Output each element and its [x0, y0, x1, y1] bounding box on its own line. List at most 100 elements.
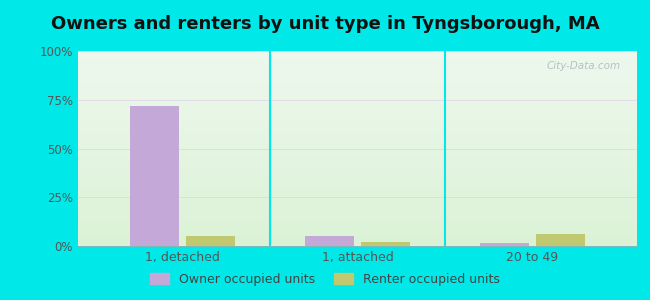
Bar — [78, 236, 637, 237]
Bar — [78, 169, 637, 170]
Bar — [78, 239, 637, 240]
Bar — [78, 126, 637, 127]
Bar — [78, 233, 637, 234]
Bar — [78, 131, 637, 132]
Bar — [78, 199, 637, 200]
Bar — [78, 204, 637, 205]
Bar — [78, 102, 637, 103]
Bar — [78, 134, 637, 135]
Bar — [78, 185, 637, 187]
Bar — [78, 128, 637, 129]
Bar — [78, 243, 637, 244]
Bar — [78, 62, 637, 63]
Bar — [78, 174, 637, 175]
Bar — [78, 109, 637, 110]
Bar — [78, 135, 637, 136]
Bar — [78, 54, 637, 55]
Bar — [78, 141, 637, 142]
Bar — [78, 183, 637, 184]
Bar — [78, 130, 637, 131]
Bar — [78, 153, 637, 154]
Bar — [78, 231, 637, 232]
Bar — [78, 116, 637, 117]
Bar — [78, 100, 637, 101]
Bar — [78, 187, 637, 188]
Bar — [78, 75, 637, 76]
Bar — [78, 88, 637, 89]
Bar — [78, 93, 637, 94]
Legend: Owner occupied units, Renter occupied units: Owner occupied units, Renter occupied un… — [146, 268, 504, 291]
Bar — [78, 176, 637, 177]
Bar — [78, 107, 637, 109]
Bar — [78, 144, 637, 145]
Bar — [78, 140, 637, 141]
Bar — [78, 132, 637, 133]
Bar — [78, 99, 637, 100]
Bar — [78, 72, 637, 74]
Bar — [78, 164, 637, 165]
Bar — [78, 170, 637, 171]
Bar — [78, 61, 637, 62]
Bar — [78, 195, 637, 196]
Bar — [78, 95, 637, 96]
Bar — [78, 211, 637, 212]
Bar — [78, 146, 637, 148]
Bar — [78, 196, 637, 197]
Bar — [78, 121, 637, 122]
Bar — [78, 155, 637, 156]
Bar — [78, 106, 637, 107]
Bar — [78, 137, 637, 138]
Bar — [78, 213, 637, 214]
Bar — [78, 161, 637, 162]
Bar — [78, 120, 637, 121]
Bar — [78, 118, 637, 119]
Bar — [78, 83, 637, 84]
Bar — [78, 205, 637, 206]
Bar — [78, 110, 637, 111]
Bar — [78, 119, 637, 120]
Bar — [78, 105, 637, 106]
Bar — [78, 181, 637, 182]
Bar — [78, 123, 637, 124]
Bar — [78, 63, 637, 64]
Bar — [78, 203, 637, 204]
Bar — [78, 77, 637, 78]
Text: Owners and renters by unit type in Tyngsborough, MA: Owners and renters by unit type in Tyngs… — [51, 15, 599, 33]
Bar — [78, 241, 637, 242]
Bar — [78, 179, 637, 180]
Bar — [78, 67, 637, 68]
Bar — [78, 86, 637, 87]
Bar — [78, 113, 637, 114]
Bar — [78, 84, 637, 85]
Bar — [78, 87, 637, 88]
Bar — [78, 74, 637, 75]
Bar — [78, 92, 637, 93]
Bar — [78, 240, 637, 241]
Bar — [78, 58, 637, 59]
Bar — [78, 90, 637, 91]
Bar — [78, 136, 637, 137]
Bar — [78, 235, 637, 236]
Bar — [78, 208, 637, 209]
Bar — [78, 66, 637, 67]
Bar — [78, 114, 637, 115]
Bar — [78, 124, 637, 125]
Bar — [78, 237, 637, 238]
Bar — [78, 215, 637, 216]
Bar — [78, 160, 637, 161]
Bar — [78, 212, 637, 213]
Bar — [78, 125, 637, 126]
Bar — [78, 94, 637, 95]
Bar — [78, 127, 637, 128]
Bar — [78, 171, 637, 172]
Bar — [78, 53, 637, 54]
Bar — [78, 197, 637, 198]
Bar — [78, 96, 637, 97]
Bar — [78, 139, 637, 140]
Bar — [78, 207, 637, 208]
Bar — [78, 122, 637, 123]
Bar — [78, 115, 637, 116]
Bar — [78, 234, 637, 235]
Bar — [78, 232, 637, 233]
Bar — [78, 173, 637, 174]
